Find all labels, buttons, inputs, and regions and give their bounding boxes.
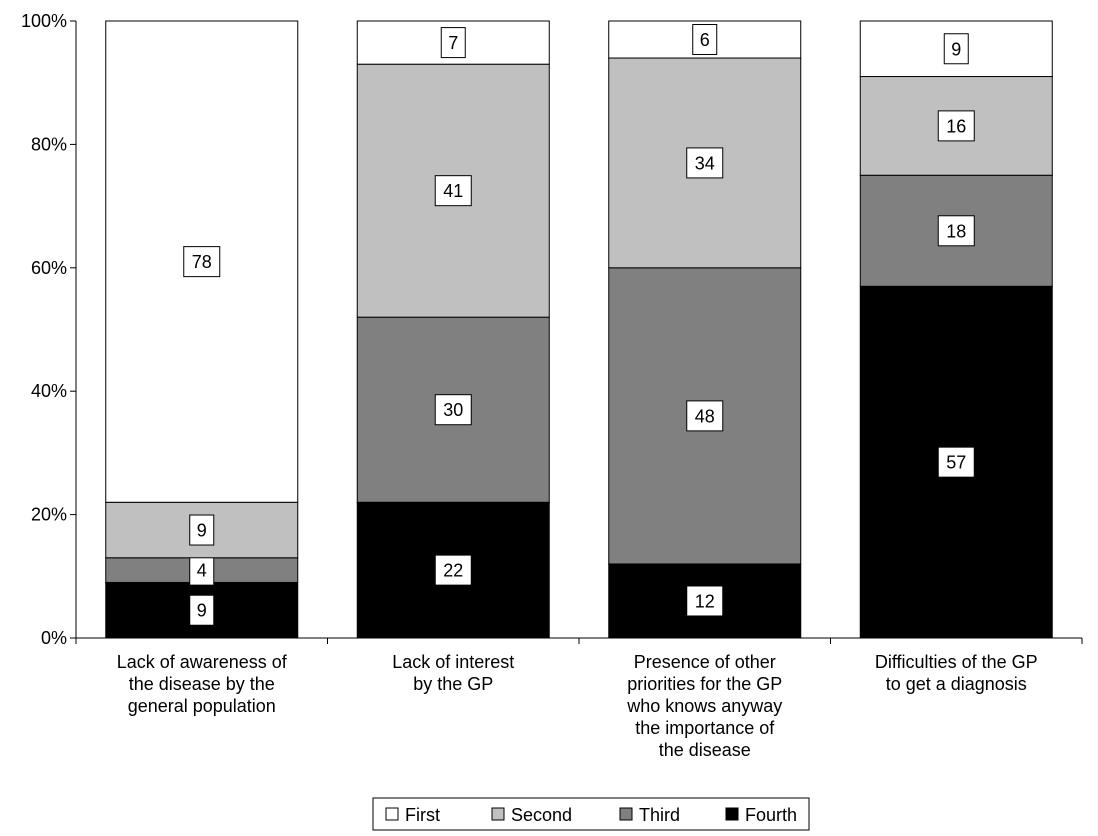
category-label-line: Lack of awareness of [117, 652, 288, 672]
category-label-line: Presence of other [634, 652, 776, 672]
data-label: 57 [946, 453, 966, 473]
data-label: 78 [192, 252, 212, 272]
bar-stack: 22 30 41 7 [356, 20, 550, 639]
data-label: 16 [946, 116, 966, 136]
data-label: 6 [700, 30, 710, 50]
data-label: 34 [695, 153, 715, 173]
data-label-box [686, 400, 724, 432]
data-label: 12 [695, 591, 715, 611]
legend-label-fourth: Fourth [745, 805, 797, 825]
legend-label-second: Second [511, 805, 572, 825]
category-label: Difficulties of the GP to get a diagnosis [875, 652, 1038, 694]
category-label-line: to get a diagnosis [886, 674, 1027, 694]
data-label-box [434, 394, 472, 426]
data-label: 18 [946, 221, 966, 241]
data-label-box [692, 24, 718, 56]
legend-label-third: Third [639, 805, 680, 825]
data-label: 9 [197, 601, 207, 621]
bar-segment-second [859, 76, 1053, 176]
data-label: 22 [443, 561, 463, 581]
data-label-box [434, 554, 472, 586]
data-label: 30 [443, 400, 463, 420]
data-label-box [943, 33, 969, 65]
category-label-line: priorities for the GP [627, 674, 782, 694]
y-tick-label: 80% [31, 134, 67, 154]
legend-label-first: First [405, 805, 440, 825]
category-label-line: the disease [659, 740, 751, 760]
y-tick-label: 0% [41, 628, 67, 648]
data-label: 4 [197, 561, 207, 581]
category-label-line: Difficulties of the GP [875, 652, 1038, 672]
bar-segment-second [105, 501, 299, 559]
category-label: Presence of other priorities for the GP wh… [626, 652, 782, 760]
category-label-line: by the GP [413, 674, 493, 694]
data-label-box [440, 27, 466, 59]
data-label-box [686, 147, 724, 179]
data-label: 7 [448, 33, 458, 53]
bars: 9 4 9 78 22 30 41 7 12 48 34 6 57 18 16 9 [105, 20, 1053, 639]
category-label-line: general population [128, 696, 276, 716]
legend-swatch-fourth [725, 807, 739, 821]
bar-stack: 12 48 34 6 [608, 20, 802, 639]
data-label: 48 [695, 406, 715, 426]
y-axis: 0% 20% 40% 60% 80% 100% [21, 11, 77, 648]
category-label: Lack of awareness of the disease by the ge… [117, 652, 288, 716]
data-label-box [183, 246, 221, 278]
legend-swatch-second [491, 807, 505, 821]
category-label-line: who knows anyway [626, 696, 782, 716]
data-label: 9 [951, 39, 961, 59]
legend-swatch-third [619, 807, 633, 821]
y-tick-label: 40% [31, 381, 67, 401]
data-label-box [189, 514, 215, 546]
y-tick-label: 60% [31, 258, 67, 278]
category-labels: Lack of awareness of the disease by the ge… [117, 652, 1038, 760]
data-label-box [434, 175, 472, 207]
legend-swatch-first [385, 807, 399, 821]
y-tick-label: 100% [21, 11, 67, 31]
data-label-box [189, 594, 215, 626]
category-label-line: the importance of [635, 718, 775, 738]
data-label: 41 [443, 181, 463, 201]
data-label-box [937, 215, 975, 247]
data-label: 9 [197, 521, 207, 541]
y-tick-label: 20% [31, 505, 67, 525]
bar-stack: 57 18 16 9 [859, 20, 1053, 639]
category-label-line: the disease by the [129, 674, 275, 694]
x-axis [75, 637, 1083, 644]
data-label-box [686, 585, 724, 617]
category-label: Lack of interest by the GP [392, 652, 514, 694]
category-label-line: Lack of interest [392, 652, 514, 672]
data-label-box [937, 446, 975, 478]
legend: First Second Third Fourth [372, 797, 810, 831]
data-label-box [189, 554, 215, 586]
data-label-box [937, 110, 975, 142]
bar-stack: 9 4 9 78 [105, 20, 299, 639]
